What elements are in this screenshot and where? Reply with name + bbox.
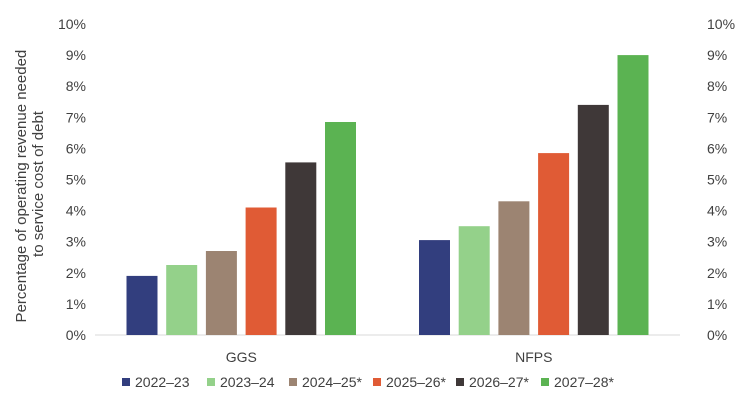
y-tick-label-right: 10% [707,16,735,32]
y-tick-label-left: 6% [66,140,86,156]
x-category-label: GGS [226,349,257,365]
legend-swatch [373,378,381,386]
bar-ggs-3 [245,207,277,335]
bar-ggs-1 [166,265,198,335]
y-tick-label-left: 1% [66,296,86,312]
bar-nfps-3 [538,153,570,335]
bar-ggs-0 [126,275,158,335]
y-tick-label-left: 5% [66,172,86,188]
x-category-label: NFPS [515,349,552,365]
y-tick-label-right: 1% [707,296,727,312]
legend-swatch [207,378,215,386]
x-axis-categories: GGS NFPS [226,349,553,365]
y-tick-label-right: 5% [707,172,727,188]
legend: 2022–23 2023–24 2024–25* 2025–26* 2026–27* 20… [122,374,615,390]
y-tick-label-right: 3% [707,234,727,250]
y-tick-label-right: 9% [707,47,727,63]
y-tick-label-right: 0% [707,327,727,343]
y-tick-label-right: 4% [707,203,727,219]
bar-nfps-5 [617,55,649,335]
y-tick-label-left: 10% [58,16,86,32]
y-tick-label-left: 7% [66,109,86,125]
y-axis-label: Percentage of operating revenue needed t… [13,46,47,323]
legend-item-label: 2024–25* [302,374,363,390]
legend-swatch [122,378,130,386]
legend-item-label: 2026–27* [469,374,530,390]
y-axis-right: 0% 1% 2% 3% 4% 5% 6% 7% 8% 9% 10% [707,16,735,343]
bar-nfps-4 [577,104,609,336]
legend-swatch [456,378,464,386]
bar-nfps-1 [458,226,490,335]
y-tick-label-right: 6% [707,140,727,156]
y-tick-label-left: 0% [66,327,86,343]
legend-item-label: 2022–23 [135,374,190,390]
y-tick-label-left: 3% [66,234,86,250]
y-tick-label-left: 2% [66,265,86,281]
legend-item-label: 2023–24 [220,374,275,390]
y-tick-label-left: 8% [66,78,86,94]
y-axis-left: 0% 1% 2% 3% 4% 5% 6% 7% 8% 9% 10% [58,16,86,343]
bars [126,55,649,336]
y-tick-label-left: 9% [66,47,86,63]
y-axis-label-line-1: Percentage of operating revenue needed [13,50,30,323]
legend-item-label: 2025–26* [386,374,447,390]
legend-swatch [289,378,297,386]
bar-nfps-0 [419,240,450,335]
bar-ggs-5 [325,122,356,335]
y-tick-label-right: 7% [707,109,727,125]
y-tick-label-left: 4% [66,203,86,219]
y-tick-label-right: 8% [707,78,727,94]
y-axis-label-line-2: to service cost of debt [30,110,47,257]
legend-item-label: 2027–28* [554,374,615,390]
legend-swatch [541,378,549,386]
bar-ggs-2 [205,251,237,335]
bar-ggs-4 [285,162,317,335]
bar-nfps-2 [498,201,530,335]
y-tick-label-right: 2% [707,265,727,281]
